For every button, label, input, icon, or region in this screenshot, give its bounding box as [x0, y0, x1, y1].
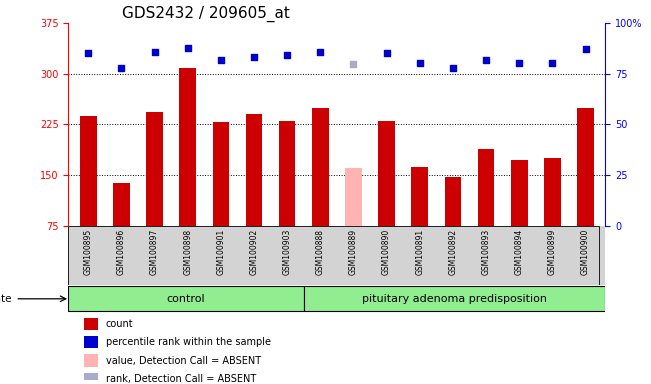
Point	[315, 49, 326, 55]
Text: GSM100891: GSM100891	[415, 229, 424, 275]
Text: GSM100894: GSM100894	[515, 229, 524, 275]
Text: pituitary adenoma predisposition: pituitary adenoma predisposition	[362, 294, 547, 304]
Point	[182, 45, 193, 51]
Bar	[544, 158, 561, 226]
Point	[547, 60, 558, 66]
Point	[381, 50, 392, 56]
Point	[215, 57, 226, 63]
Text: GSM100896: GSM100896	[117, 229, 126, 275]
Point	[514, 60, 525, 66]
Text: GSM100903: GSM100903	[283, 229, 292, 275]
Bar	[245, 114, 262, 226]
Bar	[445, 177, 461, 226]
Text: GSM100900: GSM100900	[581, 229, 590, 275]
Bar	[85, 318, 98, 330]
Text: rank, Detection Call = ABSENT: rank, Detection Call = ABSENT	[106, 374, 256, 384]
Text: GSM100890: GSM100890	[382, 229, 391, 275]
Point	[116, 65, 126, 71]
Text: GSM100892: GSM100892	[449, 229, 458, 275]
Bar	[577, 108, 594, 226]
Text: GSM100889: GSM100889	[349, 229, 358, 275]
Bar	[113, 183, 130, 226]
Bar	[478, 149, 494, 226]
Bar	[378, 121, 395, 226]
Text: GSM100895: GSM100895	[84, 229, 92, 275]
Bar	[213, 122, 229, 226]
Bar	[312, 108, 329, 226]
Text: GSM100893: GSM100893	[482, 229, 491, 275]
Text: value, Detection Call = ABSENT: value, Detection Call = ABSENT	[106, 356, 261, 366]
Text: control: control	[167, 294, 205, 304]
Bar	[80, 116, 96, 226]
Text: GSM100898: GSM100898	[183, 229, 192, 275]
Bar	[146, 112, 163, 226]
Bar	[304, 286, 605, 311]
Bar	[180, 68, 196, 226]
Text: disease state: disease state	[0, 294, 12, 304]
Text: GSM100901: GSM100901	[216, 229, 225, 275]
Bar	[68, 286, 304, 311]
Point	[448, 65, 458, 71]
Point	[415, 60, 425, 66]
Point	[348, 61, 359, 67]
Point	[282, 52, 292, 58]
Bar	[85, 336, 98, 348]
Text: percentile rank within the sample: percentile rank within the sample	[106, 337, 271, 347]
Bar	[85, 373, 98, 384]
Point	[249, 54, 259, 60]
Point	[481, 57, 492, 63]
Text: GSM100902: GSM100902	[249, 229, 258, 275]
Text: GDS2432 / 209605_at: GDS2432 / 209605_at	[122, 5, 290, 22]
Point	[580, 46, 590, 53]
Bar	[411, 167, 428, 226]
Text: count: count	[106, 319, 133, 329]
Point	[149, 49, 159, 55]
Text: GSM100899: GSM100899	[548, 229, 557, 275]
Text: GSM100897: GSM100897	[150, 229, 159, 275]
Bar	[279, 121, 296, 226]
Bar	[511, 160, 527, 226]
Text: GSM100888: GSM100888	[316, 229, 325, 275]
Point	[83, 50, 94, 56]
Bar	[85, 354, 98, 367]
Bar	[345, 169, 362, 226]
